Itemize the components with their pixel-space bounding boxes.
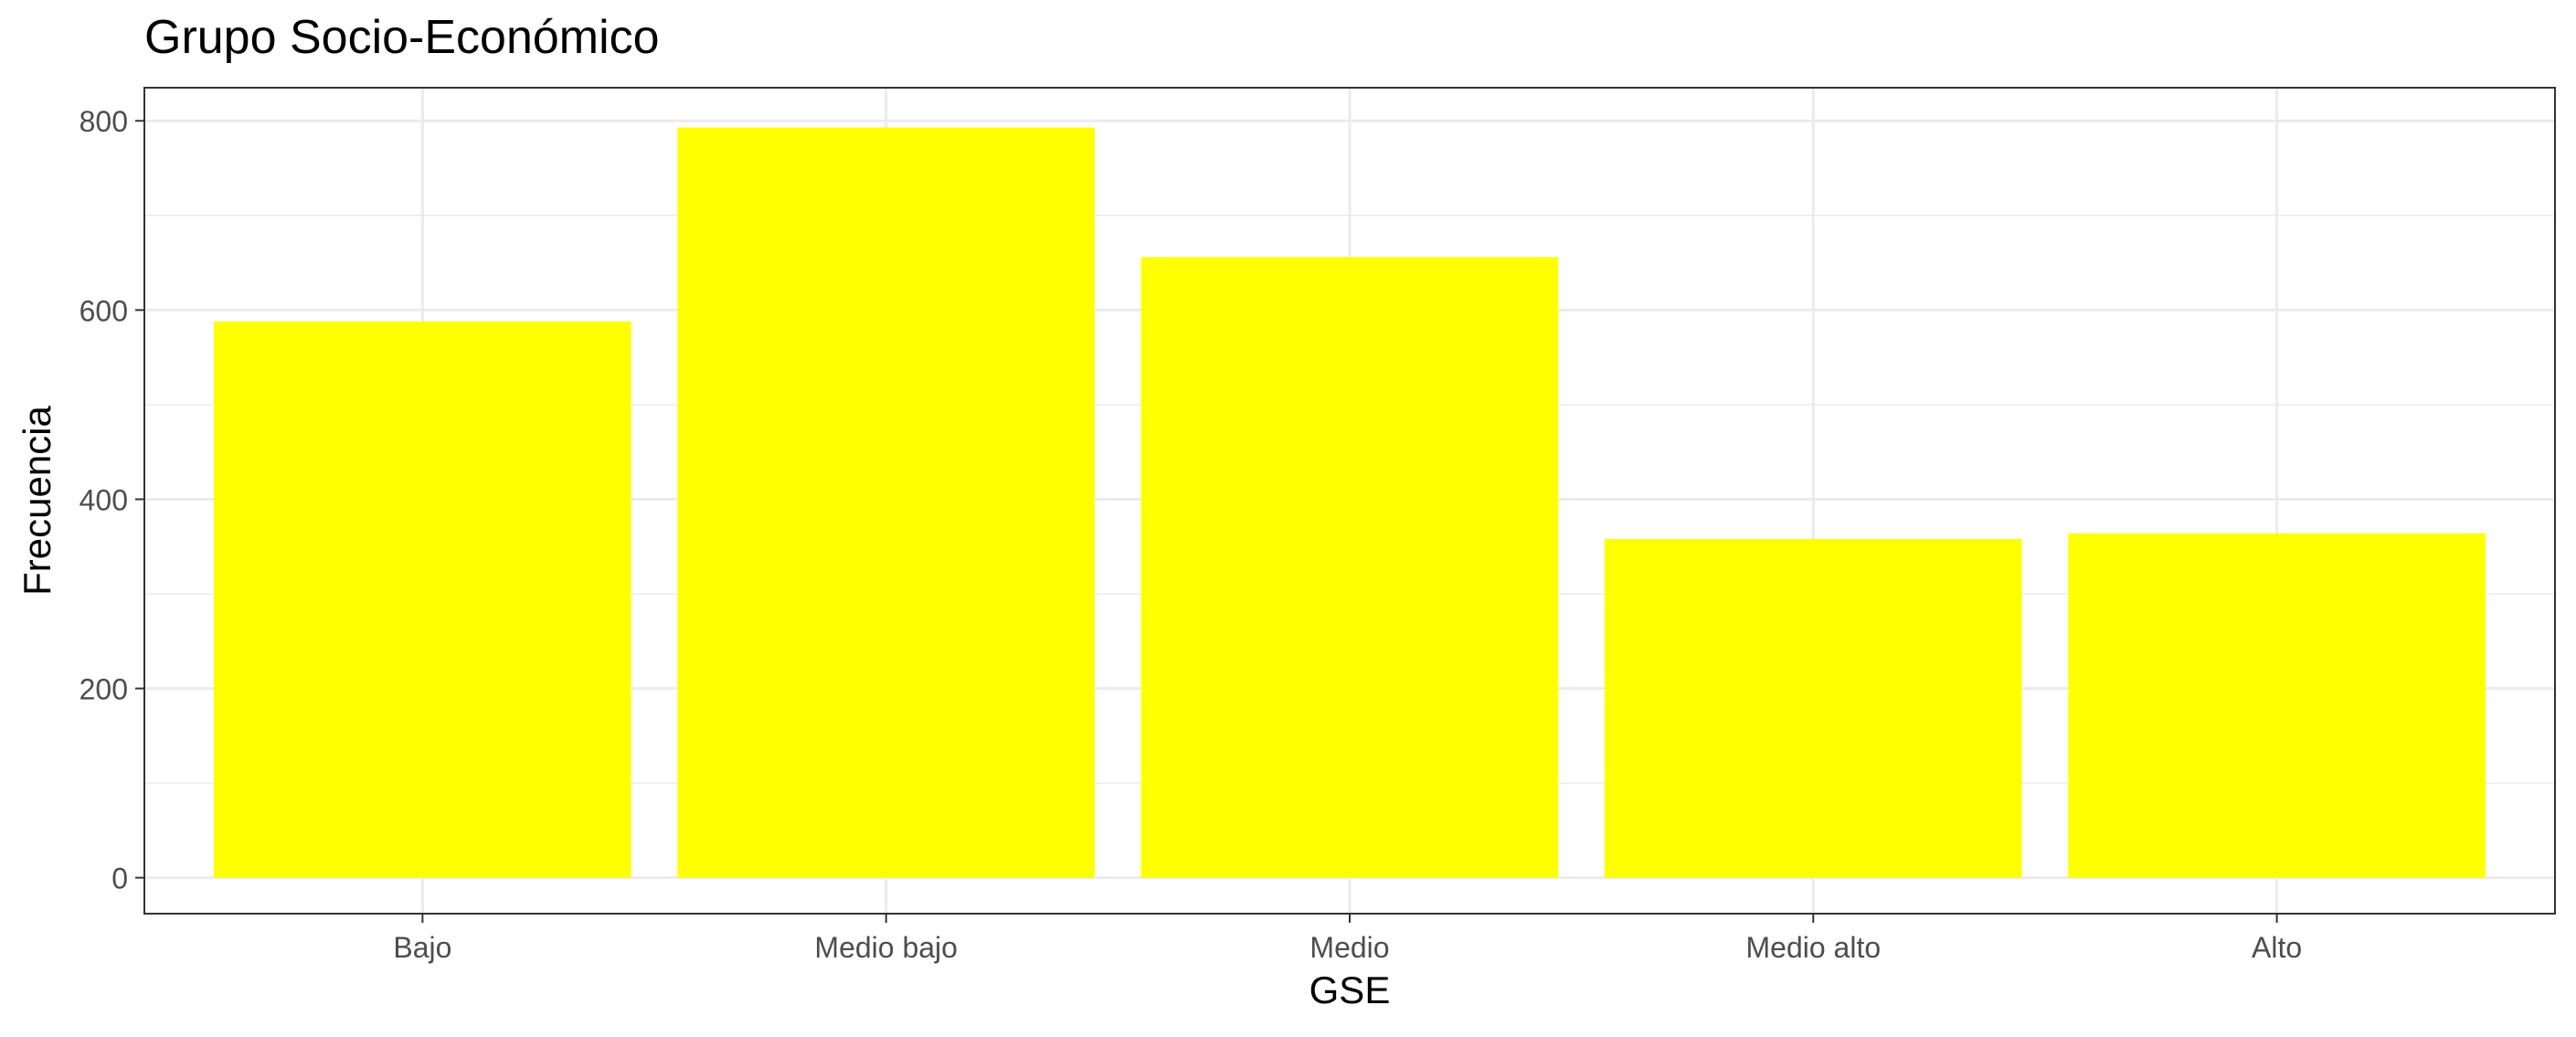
y-axis: 0 200 400 600 800	[80, 105, 144, 895]
bars	[214, 127, 2486, 878]
bar-medio	[1140, 257, 1559, 878]
x-tick-label: Medio	[1309, 931, 1389, 964]
bar-alto	[2068, 533, 2486, 878]
x-tick-label: Bajo	[393, 931, 451, 964]
x-tick-label: Medio bajo	[814, 931, 958, 964]
y-axis-label: Frecuencia	[16, 405, 58, 595]
chart-title: Grupo Socio-Económico	[144, 11, 660, 64]
bar-medio-alto	[1605, 538, 2022, 878]
bar-medio-bajo	[677, 127, 1095, 878]
x-axis-label: GSE	[1309, 968, 1391, 1011]
y-tick-label: 0	[111, 862, 128, 895]
x-tick-label: Alto	[2252, 931, 2302, 964]
y-tick-label: 200	[80, 673, 128, 706]
x-tick-label: Medio alto	[1745, 931, 1881, 964]
x-axis: Bajo Medio bajo Medio Medio alto Alto	[393, 914, 2302, 964]
y-tick-label: 800	[80, 105, 128, 138]
bar-bajo	[214, 321, 631, 878]
y-tick-label: 400	[80, 483, 128, 516]
y-tick-label: 600	[80, 294, 128, 327]
